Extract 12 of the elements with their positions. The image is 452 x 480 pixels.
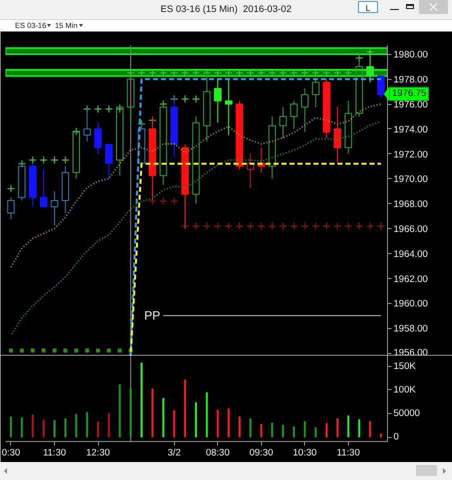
y-tick-label: 150K xyxy=(394,360,416,372)
x-tick-label: 08:30 xyxy=(206,448,230,458)
x-tick-label: 12:30 xyxy=(86,448,110,458)
x-tick-label: 11:30 xyxy=(336,448,360,458)
y-tick-label: 50000 xyxy=(394,408,420,420)
y-tick-label: 100K xyxy=(394,384,416,396)
x-tick-label: 09:30 xyxy=(249,448,274,458)
x-tick-label: 10:30 xyxy=(292,448,317,458)
x-tick-label: 11:30 xyxy=(42,448,66,458)
x-tick-label: 3/2 xyxy=(168,448,181,458)
y-tick-label: 0 xyxy=(394,432,399,443)
x-tick-label: 0:30 xyxy=(2,448,20,458)
